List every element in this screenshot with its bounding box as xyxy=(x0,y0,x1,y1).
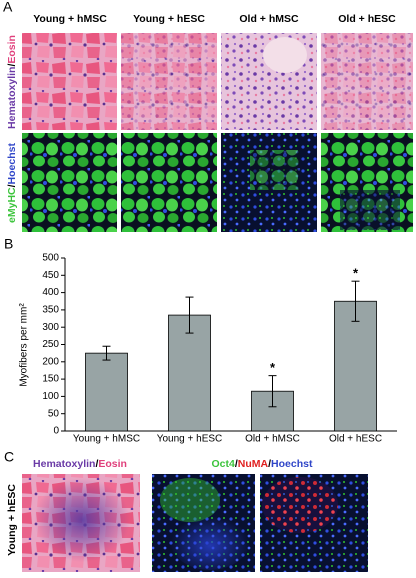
micrograph-row xyxy=(22,133,413,232)
y-tick-label: 100 xyxy=(42,391,59,402)
panel-letter: C xyxy=(4,449,14,465)
micrograph-detail xyxy=(34,478,130,562)
significance-marker: * xyxy=(353,266,359,281)
micrograph-overlay xyxy=(121,33,217,130)
micrograph xyxy=(22,133,117,232)
row-label: eMyHC/Hoechst xyxy=(6,143,18,223)
panel-header: Hematoxylin/Eosin xyxy=(33,458,127,470)
micrograph xyxy=(22,33,117,130)
column-header: Old + hMSC xyxy=(239,13,299,25)
bar xyxy=(334,300,377,432)
y-tick-label: 0 xyxy=(53,426,59,437)
column-header: Young + hESC xyxy=(133,13,205,25)
x-tick-label: Old + hESC xyxy=(329,434,382,445)
y-tick-label: 200 xyxy=(42,356,59,367)
y-tick-label: 400 xyxy=(42,287,59,298)
x-tick-label: Old + hMSC xyxy=(245,434,300,445)
micrograph-detail xyxy=(340,190,400,230)
micrograph xyxy=(121,133,217,232)
bar xyxy=(168,314,211,432)
panel-header: Oct4/NuMA/Hoechst xyxy=(212,458,313,470)
micrograph-row xyxy=(22,33,413,130)
y-tick-label: 450 xyxy=(42,270,59,281)
y-tick-label: 350 xyxy=(42,305,59,316)
y-tick-label: 300 xyxy=(42,322,59,333)
y-tick-label: 250 xyxy=(42,339,59,350)
y-tick-label: 150 xyxy=(42,374,59,385)
micrograph-detail xyxy=(170,510,250,570)
row-label: Hematoxylin/Eosin xyxy=(6,35,18,129)
column-header: Old + hESC xyxy=(338,13,396,25)
micrograph-detail xyxy=(263,37,307,73)
panel-letter: B xyxy=(4,236,13,252)
micrograph-overlay xyxy=(321,33,413,130)
x-tick-label: Young + hMSC xyxy=(73,434,140,445)
y-tick-label: 50 xyxy=(48,408,60,419)
column-header: Young + hMSC xyxy=(33,13,107,25)
y-axis-label: Myofibers per mm² xyxy=(19,303,30,387)
panel-letter: A xyxy=(3,0,13,15)
y-tick-label: 500 xyxy=(42,253,59,264)
row-label: Young + hESC xyxy=(6,484,18,556)
micrograph-detail xyxy=(262,477,338,533)
significance-marker: * xyxy=(270,360,276,375)
micrograph-detail xyxy=(250,150,300,190)
x-tick-label: Young + hESC xyxy=(157,434,223,445)
bar xyxy=(85,352,128,432)
